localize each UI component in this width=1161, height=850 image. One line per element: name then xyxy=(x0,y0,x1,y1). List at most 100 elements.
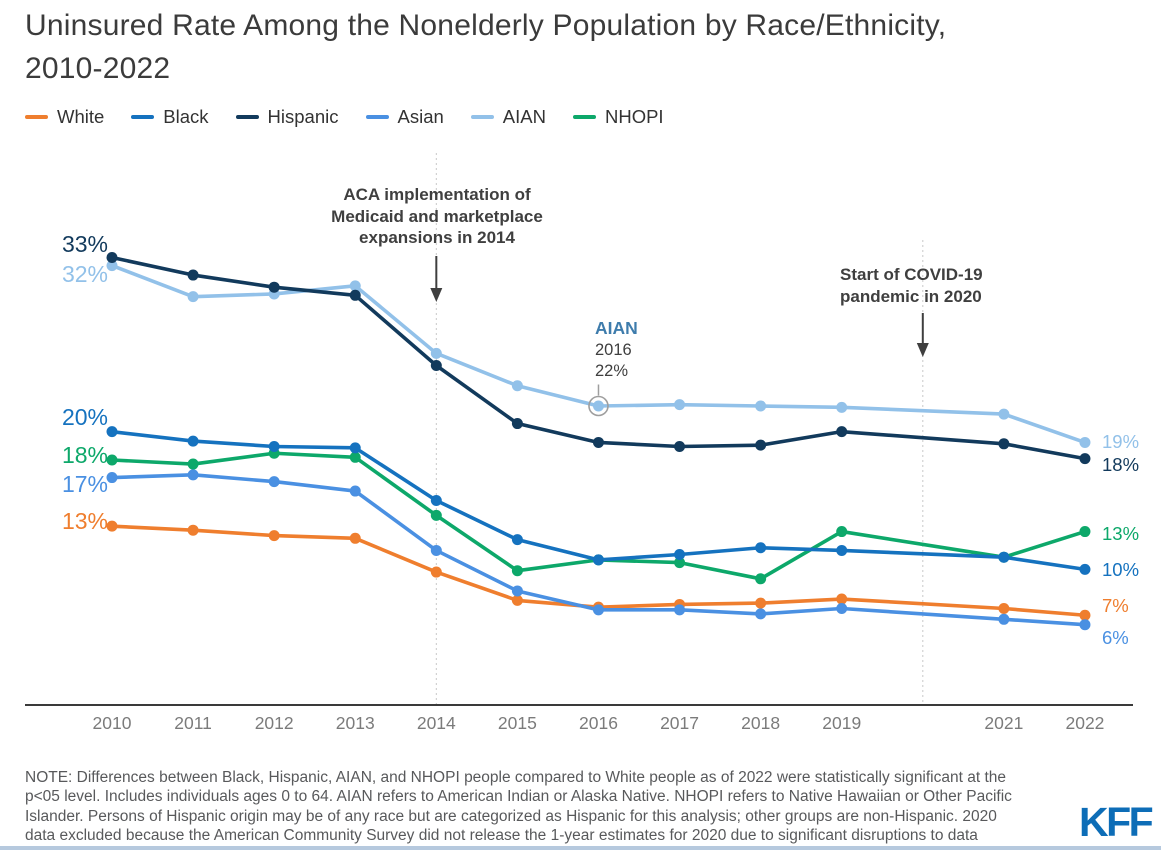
data-point-black-2012 xyxy=(268,441,280,452)
covid-arrow-icon-head xyxy=(916,343,929,357)
data-point-asian-2014 xyxy=(430,544,442,556)
legend-swatch-black xyxy=(131,114,155,120)
data-point-asian-2017 xyxy=(674,604,686,616)
legend-swatch-hispanic xyxy=(235,114,259,120)
data-point-nhopi-2011 xyxy=(187,458,199,470)
legend-label: Black xyxy=(163,106,209,127)
note-line-2: p<05 level. Includes individuals ages 0 … xyxy=(25,788,1012,806)
data-point-white-2021 xyxy=(998,603,1010,614)
data-point-white-2022 xyxy=(1079,609,1091,621)
data-point-white-2011 xyxy=(187,524,199,536)
data-point-black-2015 xyxy=(511,534,523,546)
legend-item-asian: Asian xyxy=(365,106,444,128)
data-point-nhopi-2013 xyxy=(349,451,361,463)
legend-swatch-aian xyxy=(470,114,494,120)
legend-item-nhopi: NHOPI xyxy=(572,106,664,128)
legend-item-aian: AIAN xyxy=(470,106,546,128)
aian-2016-callout: AIAN 2016 22% xyxy=(595,318,638,383)
value-label-hispanic-2010: 33% xyxy=(61,231,108,257)
data-point-hispanic-2022 xyxy=(1079,453,1091,465)
legend-label: Asian xyxy=(397,106,444,127)
legend-swatch-asian xyxy=(365,114,389,120)
data-point-white-2013 xyxy=(349,532,361,544)
data-point-aian-2011 xyxy=(187,291,199,303)
value-label-nhopi-2022: 13% xyxy=(1102,523,1140,544)
data-point-asian-2010 xyxy=(106,472,118,484)
data-point-nhopi-2019 xyxy=(836,526,848,538)
legend-item-black: Black xyxy=(131,106,209,128)
footer-divider-bar xyxy=(0,846,1161,850)
data-point-asian-2016 xyxy=(592,604,604,616)
data-point-white-2015 xyxy=(511,594,523,606)
data-point-black-2010 xyxy=(106,426,118,438)
x-tick-2014: 2014 xyxy=(416,713,456,733)
note-line-3: Islander. Persons of Hispanic origin may… xyxy=(25,807,997,825)
value-label-nhopi-2010: 18% xyxy=(61,442,108,468)
aca-annotation: ACA implementation of Medicaid and marke… xyxy=(262,184,612,249)
data-point-black-2021 xyxy=(998,551,1010,563)
data-point-nhopi-2022 xyxy=(1079,526,1091,538)
data-point-aian-2015 xyxy=(511,380,523,392)
data-point-nhopi-2014 xyxy=(430,509,442,521)
series-line-black xyxy=(110,429,1087,572)
data-point-black-2013 xyxy=(349,442,361,454)
data-point-nhopi-2015 xyxy=(511,565,523,577)
note-text: NOTE: Differences between Black, Hispani… xyxy=(25,768,1145,846)
x-tick-2011: 2011 xyxy=(174,713,212,733)
aca-annotation-line2: Medicaid and marketplace xyxy=(331,206,543,226)
series-line-asian xyxy=(110,473,1087,627)
legend-item-white: White xyxy=(25,106,104,128)
data-point-hispanic-2017 xyxy=(674,441,686,452)
data-point-black-2016 xyxy=(592,554,604,566)
trend-line-chart xyxy=(25,153,1133,706)
data-point-hispanic-2015 xyxy=(511,418,523,430)
data-point-aian-2010 xyxy=(106,260,118,272)
data-point-black-2019 xyxy=(836,544,848,556)
data-point-hispanic-2016 xyxy=(592,436,604,448)
data-point-white-2014 xyxy=(430,566,442,578)
data-point-black-2017 xyxy=(674,549,686,560)
data-point-black-2014 xyxy=(430,495,442,506)
covid-annotation: Start of COVID-19 pandemic in 2020 xyxy=(840,264,983,308)
value-label-black-2022: 10% xyxy=(1102,559,1140,580)
highlight-ring-aian-2016 xyxy=(588,395,609,417)
data-point-hispanic-2014 xyxy=(430,360,442,371)
data-point-hispanic-2019 xyxy=(836,426,848,438)
series-line-white xyxy=(110,524,1087,618)
chart-legend: White Black Hispanic Asian AIAN NHOPI xyxy=(25,106,664,128)
data-point-aian-2019 xyxy=(836,401,848,413)
legend-label: NHOPI xyxy=(604,106,664,127)
kff-logo: KFF xyxy=(1079,799,1154,845)
legend-label: White xyxy=(57,106,105,127)
data-point-asian-2015 xyxy=(511,585,523,597)
aian-callout-series: AIAN xyxy=(595,318,638,338)
data-point-aian-2022 xyxy=(1079,436,1091,448)
data-point-white-2012 xyxy=(268,530,280,542)
data-point-aian-2021 xyxy=(998,408,1010,420)
data-point-asian-2021 xyxy=(998,613,1010,625)
aian-callout-value: 22% xyxy=(595,362,629,380)
data-point-nhopi-2017 xyxy=(674,557,686,569)
value-label-black-2010: 20% xyxy=(61,404,108,430)
title-line-1: Uninsured Rate Among the Nonelderly Popu… xyxy=(25,9,947,42)
value-label-asian-2010: 17% xyxy=(61,471,108,497)
legend-swatch-nhopi xyxy=(572,114,596,120)
x-tick-2013: 2013 xyxy=(335,713,375,733)
value-label-aian-2010: 32% xyxy=(61,261,108,287)
x-tick-2015: 2015 xyxy=(497,713,537,733)
legend-item-hispanic: Hispanic xyxy=(235,106,339,128)
data-point-white-2010 xyxy=(106,520,118,532)
data-point-black-2018 xyxy=(755,542,767,554)
series-line-hispanic xyxy=(110,255,1087,461)
data-point-hispanic-2018 xyxy=(755,439,767,451)
covid-annotation-line1: Start of COVID-19 xyxy=(840,265,983,284)
data-point-asian-2022 xyxy=(1079,619,1091,631)
value-label-white-2010: 13% xyxy=(61,508,108,534)
data-point-white-2018 xyxy=(755,597,767,609)
data-point-asian-2011 xyxy=(187,469,199,481)
legend-label: AIAN xyxy=(502,106,546,127)
x-tick-2021: 2021 xyxy=(984,713,1024,733)
note-line-1: NOTE: Differences between Black, Hispani… xyxy=(25,769,1007,786)
data-point-hispanic-2011 xyxy=(187,269,199,281)
